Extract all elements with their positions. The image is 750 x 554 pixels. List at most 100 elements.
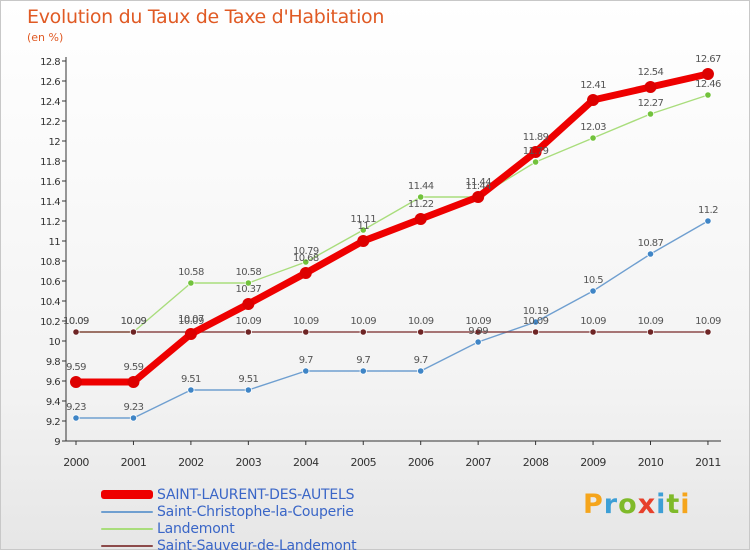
- data-label: 10.07: [178, 314, 204, 325]
- data-label: 10.87: [638, 238, 664, 249]
- legend-label: Saint-Christophe-la-Couperie: [157, 503, 354, 520]
- data-point: [704, 217, 712, 225]
- y-tick-label: 11.2: [40, 217, 60, 228]
- data-label: 10.79: [293, 246, 319, 257]
- data-point: [184, 328, 197, 340]
- data-point: [244, 386, 252, 394]
- legend-label: Saint-Sauveur-de-Landemont: [157, 537, 357, 554]
- x-tick-label: 2009: [580, 456, 606, 469]
- data-point: [531, 318, 540, 326]
- data-label: 9.23: [124, 402, 144, 413]
- data-label: 11.89: [523, 132, 549, 143]
- data-label: 9.51: [181, 374, 201, 385]
- data-label: 10.09: [695, 316, 721, 327]
- data-label: 11.2: [698, 205, 718, 216]
- data-label: 10.09: [63, 316, 89, 327]
- data-label: 10.58: [236, 267, 262, 278]
- data-point: [474, 338, 482, 346]
- data-point: [704, 328, 712, 336]
- y-tick-label: 9.2: [46, 417, 60, 428]
- data-label: 11.11: [350, 214, 376, 225]
- data-label: 11.44: [465, 177, 491, 188]
- legend-swatch: [101, 544, 153, 547]
- y-tick-label: 10: [48, 337, 60, 348]
- data-point: [646, 250, 655, 258]
- data-point: [72, 414, 80, 422]
- y-tick-label: 11.8: [40, 157, 60, 168]
- y-tick-label: 10.4: [40, 297, 60, 308]
- data-point: [302, 367, 310, 375]
- legend-item-saint-christophe[interactable]: Saint-Christophe-la-Couperie: [101, 503, 356, 520]
- x-tick-label: 2000: [63, 456, 89, 469]
- y-tick-label: 12.2: [40, 117, 60, 128]
- y-tick-label: 11.4: [40, 197, 60, 208]
- data-label: 10.09: [63, 316, 89, 327]
- chart-legend: SAINT-LAURENT-DES-AUTELS Saint-Christoph…: [101, 486, 357, 554]
- data-label: 9.7: [356, 355, 370, 366]
- data-point: [589, 328, 597, 336]
- data-point: [587, 94, 600, 106]
- data-label: 10.09: [408, 316, 434, 327]
- y-tick-label: 9.8: [46, 357, 60, 368]
- data-label: 10.09: [465, 316, 491, 327]
- y-tick-label: 11.6: [40, 177, 60, 188]
- data-point: [72, 328, 80, 336]
- data-point: [474, 328, 482, 336]
- x-tick-label: 2007: [465, 456, 491, 469]
- data-point: [414, 213, 427, 225]
- data-label: 11.79: [523, 146, 549, 157]
- y-tick-label: 10.8: [40, 257, 60, 268]
- data-point: [359, 367, 367, 375]
- legend-item-saint-sauveur[interactable]: Saint-Sauveur-de-Landemont: [101, 537, 357, 554]
- data-label: 10.09: [236, 316, 262, 327]
- y-tick-label: 12.4: [40, 97, 60, 108]
- x-tick-label: 2002: [178, 456, 204, 469]
- data-point: [472, 191, 485, 203]
- data-label: 10.09: [580, 316, 606, 327]
- data-label: 11.44: [465, 181, 491, 192]
- data-point: [646, 328, 655, 336]
- legend-label: SAINT-LAURENT-DES-AUTELS: [157, 486, 355, 503]
- data-label: 11.22: [408, 199, 434, 210]
- data-point: [129, 414, 138, 422]
- series-line-3: [72, 70, 712, 386]
- data-label: 10.19: [523, 306, 549, 317]
- data-label: 10.09: [638, 316, 664, 327]
- legend-swatch: [101, 510, 153, 513]
- data-point: [417, 367, 425, 375]
- data-label: 10.58: [178, 267, 204, 278]
- x-tick-label: 2001: [121, 456, 147, 469]
- data-point: [529, 146, 542, 158]
- data-point: [417, 193, 425, 201]
- data-point: [187, 386, 195, 394]
- data-label: 12.46: [695, 79, 721, 90]
- legend-item-saint-laurent[interactable]: SAINT-LAURENT-DES-AUTELS: [101, 486, 356, 503]
- data-label: 10.09: [178, 316, 204, 327]
- data-point: [127, 376, 140, 388]
- y-tick-label: 10.2: [40, 317, 60, 328]
- data-point: [244, 328, 252, 336]
- y-tick-label: 9: [54, 437, 60, 448]
- series-line-1: [75, 94, 709, 333]
- data-point: [357, 235, 370, 247]
- data-point: [244, 279, 252, 287]
- data-label: 10.09: [121, 316, 147, 327]
- data-label: 10.5: [583, 275, 603, 286]
- data-point: [644, 81, 657, 93]
- data-point: [646, 110, 655, 118]
- data-point: [589, 287, 597, 295]
- y-tick-label: 10.6: [40, 277, 60, 288]
- x-tick-label: 2003: [236, 456, 262, 469]
- x-tick-label: 2008: [523, 456, 549, 469]
- data-label: 10.09: [523, 316, 549, 327]
- data-label: 11: [357, 221, 369, 232]
- data-label: 9.23: [66, 402, 86, 413]
- data-point: [531, 158, 540, 166]
- data-point: [359, 226, 367, 234]
- data-label: 9.7: [414, 355, 428, 366]
- data-label: 12.67: [695, 54, 721, 65]
- data-point: [187, 279, 195, 287]
- legend-item-landemont[interactable]: Landemont: [101, 520, 356, 537]
